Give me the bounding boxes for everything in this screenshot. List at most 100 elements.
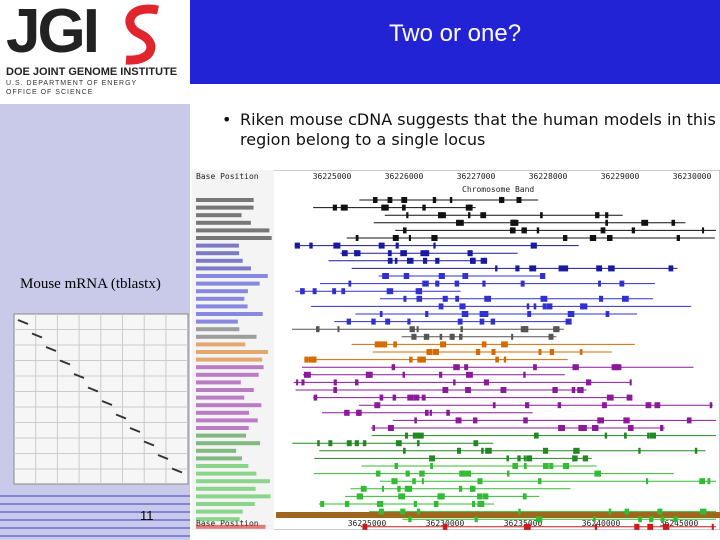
exon — [432, 197, 437, 203]
exon — [577, 387, 584, 393]
exon — [506, 455, 509, 462]
exon — [372, 197, 378, 203]
exon — [372, 425, 375, 431]
exon — [523, 371, 526, 378]
exon — [552, 387, 558, 393]
exon — [446, 409, 450, 416]
exon — [607, 235, 613, 241]
ruler-label: 36225000 — [313, 172, 352, 181]
exon — [595, 212, 600, 219]
exon — [699, 478, 706, 485]
exon — [459, 303, 466, 310]
track-name — [196, 220, 251, 225]
exon — [466, 371, 470, 378]
exon — [641, 219, 649, 226]
exon — [412, 478, 416, 485]
exon — [594, 470, 601, 477]
track-name — [196, 403, 262, 408]
exon — [526, 303, 530, 310]
exon — [362, 523, 368, 530]
exon — [317, 440, 320, 447]
track-name — [196, 312, 263, 316]
ruler-label: 36227000 — [457, 172, 496, 181]
track-name — [196, 334, 257, 339]
exon — [540, 273, 546, 279]
exon — [391, 478, 398, 485]
exon — [522, 326, 529, 333]
exon — [622, 295, 629, 302]
exon — [335, 242, 341, 249]
exon — [386, 288, 394, 295]
exon — [359, 409, 362, 416]
exon — [499, 197, 505, 203]
page-number: 11 — [140, 508, 154, 523]
exon — [483, 379, 489, 386]
exon — [542, 303, 547, 310]
exon — [409, 356, 413, 363]
exon — [483, 493, 489, 500]
exon — [440, 212, 446, 219]
exon — [459, 333, 463, 340]
exon — [605, 219, 608, 226]
exon — [623, 417, 630, 424]
track-name — [196, 357, 263, 362]
exon — [484, 295, 491, 302]
exon — [421, 478, 424, 485]
exon — [308, 356, 315, 363]
exon — [564, 265, 569, 272]
plot-segment — [157, 454, 169, 460]
exon — [383, 341, 388, 348]
track-name — [196, 372, 259, 377]
exon — [438, 212, 443, 219]
exon — [395, 440, 402, 447]
exon — [686, 417, 692, 424]
exon — [662, 523, 670, 530]
exon — [647, 432, 650, 439]
exon — [320, 501, 325, 507]
exon — [456, 447, 462, 454]
exon — [593, 516, 596, 523]
logo-mark: JGI — [6, 0, 100, 66]
plot-segment — [101, 400, 113, 406]
plot-segment — [129, 427, 141, 433]
exon — [387, 425, 394, 431]
exon — [598, 417, 604, 424]
track-name — [196, 456, 243, 461]
exon — [406, 273, 410, 279]
exon — [654, 402, 661, 409]
exon — [606, 394, 614, 401]
exon — [403, 295, 407, 302]
ruler-label: 36229000 — [601, 172, 640, 181]
exon — [629, 379, 632, 386]
exon — [340, 204, 348, 211]
exon — [442, 387, 449, 393]
exon — [440, 341, 447, 348]
exon — [375, 470, 381, 477]
exon — [407, 318, 411, 325]
exon — [435, 257, 440, 264]
exon — [530, 242, 537, 249]
track-name — [196, 479, 270, 484]
exon — [417, 432, 424, 439]
exon — [480, 257, 488, 264]
exon — [533, 432, 539, 439]
exon — [604, 432, 608, 439]
exon — [479, 318, 485, 325]
slide-title: Two or one? — [388, 20, 522, 47]
track-name — [196, 486, 256, 491]
exon — [404, 432, 409, 439]
track-name — [196, 304, 248, 309]
exon — [578, 425, 586, 431]
exon — [381, 204, 387, 211]
track-name — [196, 380, 241, 385]
exon — [341, 250, 348, 257]
track-name — [196, 494, 271, 499]
exon — [571, 387, 576, 393]
exon — [546, 303, 553, 310]
bullet-text: Riken mouse cDNA suggests that the human… — [222, 110, 720, 150]
exon — [521, 227, 527, 234]
exon — [456, 219, 460, 226]
exon — [520, 280, 525, 287]
track-label: Base Position — [196, 519, 259, 528]
exon — [572, 455, 576, 462]
